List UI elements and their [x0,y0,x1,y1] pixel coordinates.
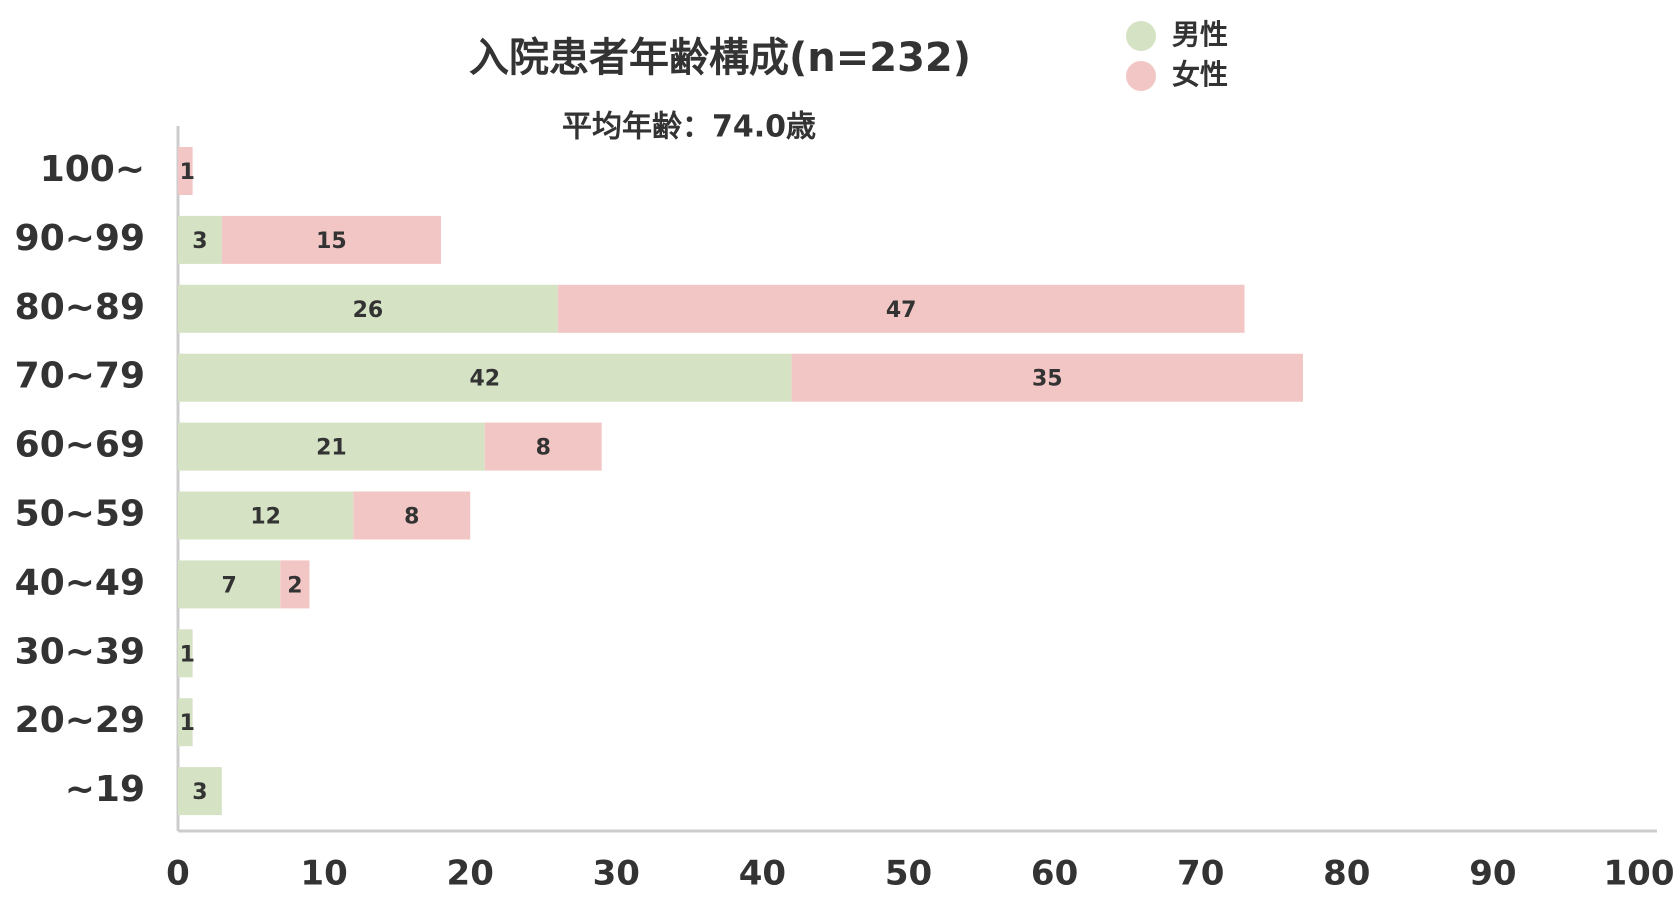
x-tick-label: 60 [1031,854,1078,894]
bar-segment [178,147,193,195]
legend-label: 女性 [1172,58,1228,91]
legend-marker [1126,21,1156,51]
chart-subtitle: 平均年齢：74.0歳 [562,110,816,145]
value-label: 47 [886,298,917,323]
y-tick-label: 70~79 [15,356,145,397]
value-label: 1 [180,711,195,736]
bar-segment [178,698,193,747]
value-label: 8 [536,436,551,461]
value-label: 35 [1032,367,1063,392]
bar-segment [178,560,281,609]
bar-segment [484,422,602,471]
x-tick-label: 50 [885,854,932,894]
legend-label: 男性 [1172,18,1228,51]
value-label: 2 [287,573,302,598]
bar-segment [178,767,222,816]
y-tick-label: 60~69 [15,425,145,466]
bar-segment [178,284,558,333]
bar-segment [178,353,792,402]
bar-segment [178,629,193,678]
y-tick-label: 40~49 [15,562,145,603]
y-tick-label: 100~ [40,149,145,190]
y-tick-label: 20~29 [15,700,145,741]
value-label: 15 [316,229,347,254]
value-label: 3 [192,780,207,805]
value-label: 1 [180,642,195,667]
y-tick-label: 50~59 [15,494,145,535]
bar-segment [353,491,471,540]
y-tick-label: ~19 [65,769,145,810]
y-tick-label: 30~39 [15,631,145,672]
x-tick-label: 80 [1323,854,1370,894]
value-label: 21 [316,436,347,461]
bar-segment [178,422,485,471]
x-tick-label: 70 [1177,854,1224,894]
bar-segment [791,353,1303,402]
x-tick-label: 30 [593,854,640,894]
y-tick-label: 80~89 [15,287,145,328]
x-tick-label: 0 [166,854,190,894]
x-tick-label: 20 [447,854,494,894]
x-tick-label: 10 [300,854,347,894]
value-label: 42 [469,367,500,392]
value-label: 26 [353,298,384,323]
bar-segment [178,491,354,540]
chart-title: 入院患者年齢構成(n=232) [469,35,971,81]
value-label: 7 [221,573,236,598]
value-label: 1 [180,160,195,185]
bar-segment [280,560,310,609]
value-label: 8 [404,505,419,530]
bar-segment [178,215,222,264]
x-tick-label: 40 [739,854,786,894]
x-tick-label: 90 [1469,854,1516,894]
value-label: 3 [192,229,207,254]
bar-segment [221,215,441,264]
x-tick-label: 100 [1604,854,1675,894]
y-tick-label: 90~99 [15,218,145,259]
bar-segment [557,284,1245,333]
legend-marker [1126,61,1156,91]
value-label: 12 [250,505,281,530]
